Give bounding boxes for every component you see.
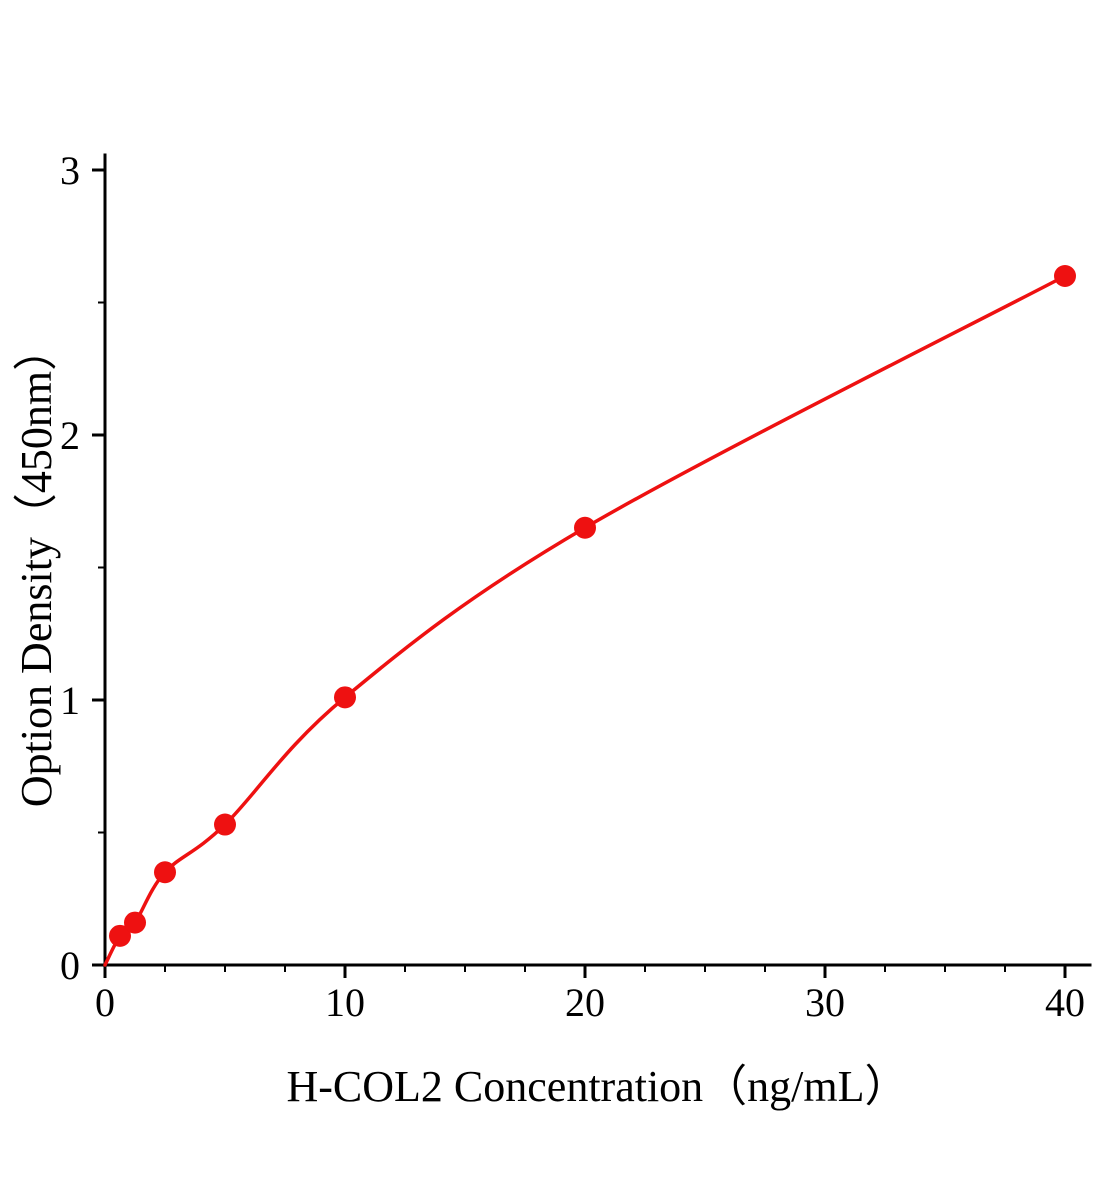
y-tick-label: 1	[60, 678, 80, 723]
data-point-marker	[1054, 265, 1076, 287]
x-tick-label: 10	[325, 980, 365, 1025]
x-tick-label: 0	[95, 980, 115, 1025]
axis-spines	[103, 153, 1092, 967]
data-point-marker	[154, 861, 176, 884]
y-axis-title: Option Density（450nm）	[12, 326, 61, 808]
x-tick-label: 30	[805, 980, 845, 1025]
x-tick-label: 40	[1045, 980, 1085, 1025]
data-point-marker	[334, 686, 356, 709]
data-point-marker	[109, 924, 131, 947]
x-axis-title: H-COL2 Concentration（ng/mL）	[286, 1062, 909, 1111]
x-tick-label: 20	[565, 980, 605, 1025]
data-point-marker	[574, 516, 596, 539]
y-tick-label: 0	[60, 943, 80, 988]
y-tick-label: 2	[60, 413, 80, 458]
data-point-marker	[124, 911, 146, 934]
data-point-marker	[214, 813, 236, 836]
standard-curve-line	[103, 274, 1067, 967]
y-tick-label: 3	[60, 148, 80, 193]
